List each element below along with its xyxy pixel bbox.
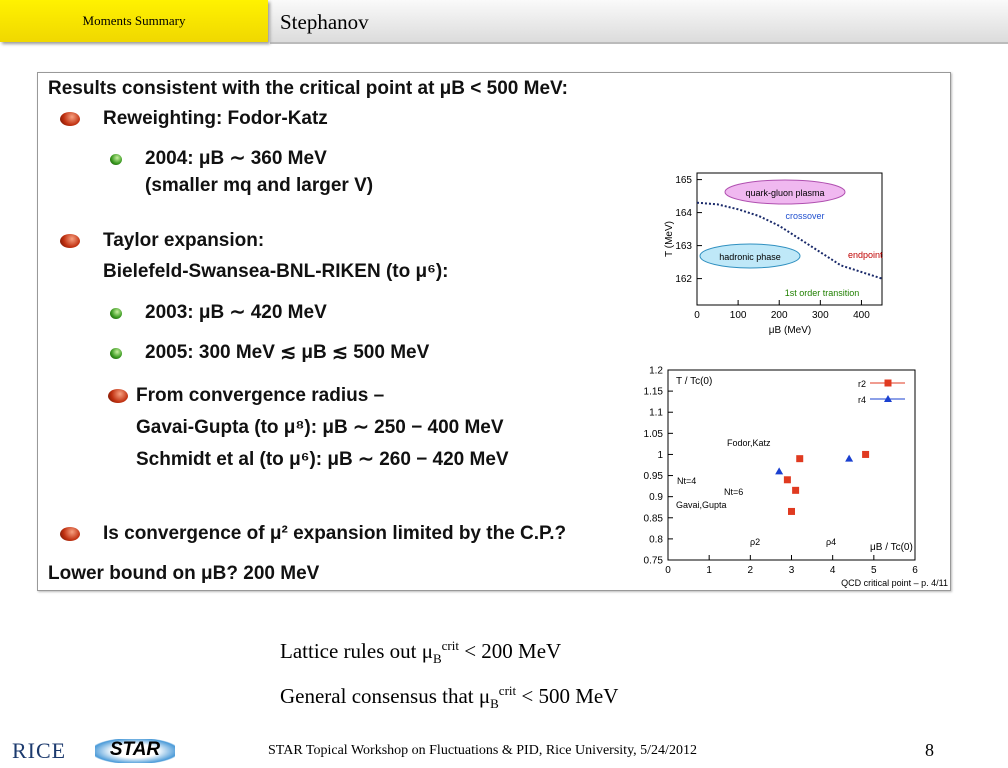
legend-label: r2 [858,379,866,389]
y-tick-label: 1.1 [649,408,663,419]
data-point [792,486,800,494]
bullet-icon [60,527,80,541]
tab [0,0,268,42]
plot-frame [696,172,883,306]
x-axis-label: μB (MeV) [769,325,811,336]
y-tick-label: 0.85 [644,513,664,524]
bullet-text: Reweighting: Fodor-Katz [103,108,328,129]
data-point [845,454,854,462]
caption-line: Lattice rules out μBcrit < 200 MeV [280,630,618,675]
caption-sub: B [490,696,499,712]
caption-text: < 500 MeV [516,684,619,709]
caption-sub: B [432,651,442,667]
data-point [783,476,791,484]
x-tick-label: 4 [830,565,836,576]
bullet-text: Gavai-Gupta (to μ⁸): μB ∼ 250 − 400 MeV [136,417,504,438]
plot-annotation: quark-gluon plasma [745,188,824,198]
caption: Lattice rules out μBcrit < 200 MeV Genera… [280,630,618,720]
caption-line: General consensus that μBcrit < 500 MeV [280,675,618,720]
y-axis-label: T (MeV) [664,221,675,257]
caption-text: < 200 MeV [458,639,562,663]
data-point [862,450,870,458]
bullet-text: 2004: μB ∼ 360 MeV [145,148,327,169]
caption-sup: crit [441,638,459,653]
x-tick-label: 1 [706,565,712,576]
data-point [775,467,784,475]
bullet-icon [110,348,122,359]
slide-title: Stephanov [280,10,369,34]
bullet-icon [110,154,122,165]
bullet-text: (smaller mq and larger V) [145,175,374,196]
x-tick-label: 5 [871,565,877,576]
plot-annotation: crossover [785,211,824,221]
plot-annotation: Nt=4 [677,476,696,486]
hadron-region [699,243,801,269]
bullet-text: Results consistent with the critical poi… [48,78,568,99]
caption-text: Lattice rules out μ [280,639,433,663]
bullet-text: 2005: 300 MeV ≲ μB ≲ 500 MeV [145,342,430,363]
y-tick-label: 163 [675,241,692,252]
y-tick-label: 162 [675,274,692,285]
plot-annotation: endpoint [848,250,883,260]
y-tick-label: 1.2 [649,366,663,377]
legend-marker [884,395,892,402]
bullet-text: Lower bound on μB? 200 MeV [48,563,320,584]
y-tick-label: 1.05 [644,429,664,440]
logo-star: STAR [95,739,175,763]
caption-sup: crit [498,683,517,699]
bullet-text: Taylor expansion: [103,230,265,251]
x-axis-label: μB / Tc(0) [870,542,913,553]
x-tick-label: 100 [730,310,747,321]
legend-marker [884,379,892,387]
y-tick-label: 0.95 [644,471,664,482]
plot-annotation: Nt=6 [724,487,743,497]
bullet-icon [110,308,122,319]
tab-label: Moments Summary [82,13,186,28]
bullet-text: Bielefeld-Swansea-BNL-RIKEN (to μ⁶): [103,261,449,282]
x-tick-label: 3 [789,565,795,576]
legend-label: r4 [858,395,866,405]
title-bar [270,0,1008,44]
x-tick-label: 0 [665,565,671,576]
y-tick-label: 164 [675,208,692,219]
plot-annotation: Gavai,Gupta [676,500,727,510]
plot-footer: QCD critical point – p. 4/11 [841,578,948,588]
x-tick-label: 0 [694,310,700,321]
plot-annotation: Fodor,Katz [727,438,771,448]
y-tick-label: 165 [675,175,692,186]
y-tick-label: 0.9 [649,492,663,503]
caption-text: General consensus that μ [280,684,491,709]
y-tick-label: 0.8 [649,534,663,545]
x-tick-label: 200 [771,310,788,321]
plot-annotation: 1st order transition [785,288,860,298]
y-tick-label: 0.75 [644,556,664,567]
bullet-text: 2003: μB ∼ 420 MeV [145,302,327,323]
plot-annotation: ρ4 [826,537,836,547]
bullet-text: From convergence radius – [136,385,385,406]
bullet-text: Schmidt et al (to μ⁶): μB ∼ 260 − 420 Me… [136,449,509,470]
x-tick-label: 2 [748,565,754,576]
x-tick-label: 400 [853,310,870,321]
plot-annotation: hadronic phase [719,252,781,262]
bullet-icon [60,112,80,126]
qgp-region [724,179,846,205]
slide-image [37,72,951,591]
data-point [788,507,795,515]
y-axis-label: T / Tc(0) [676,376,712,387]
plot-annotation: ρ2 [750,537,760,547]
page-number: 8 [925,740,934,760]
data-point [796,455,804,463]
bullet-icon [60,234,80,248]
y-tick-label: 1.15 [644,387,664,398]
bullet-text: Is convergence of μ² expansion limited b… [103,523,567,544]
y-tick-label: 1 [657,450,663,461]
x-tick-label: 300 [812,310,829,321]
footer-text: STAR Topical Workshop on Fluctuations & … [268,743,697,758]
x-tick-label: 6 [912,565,918,576]
logo-rice: RICE [12,738,67,763]
bullet-icon [108,389,128,403]
